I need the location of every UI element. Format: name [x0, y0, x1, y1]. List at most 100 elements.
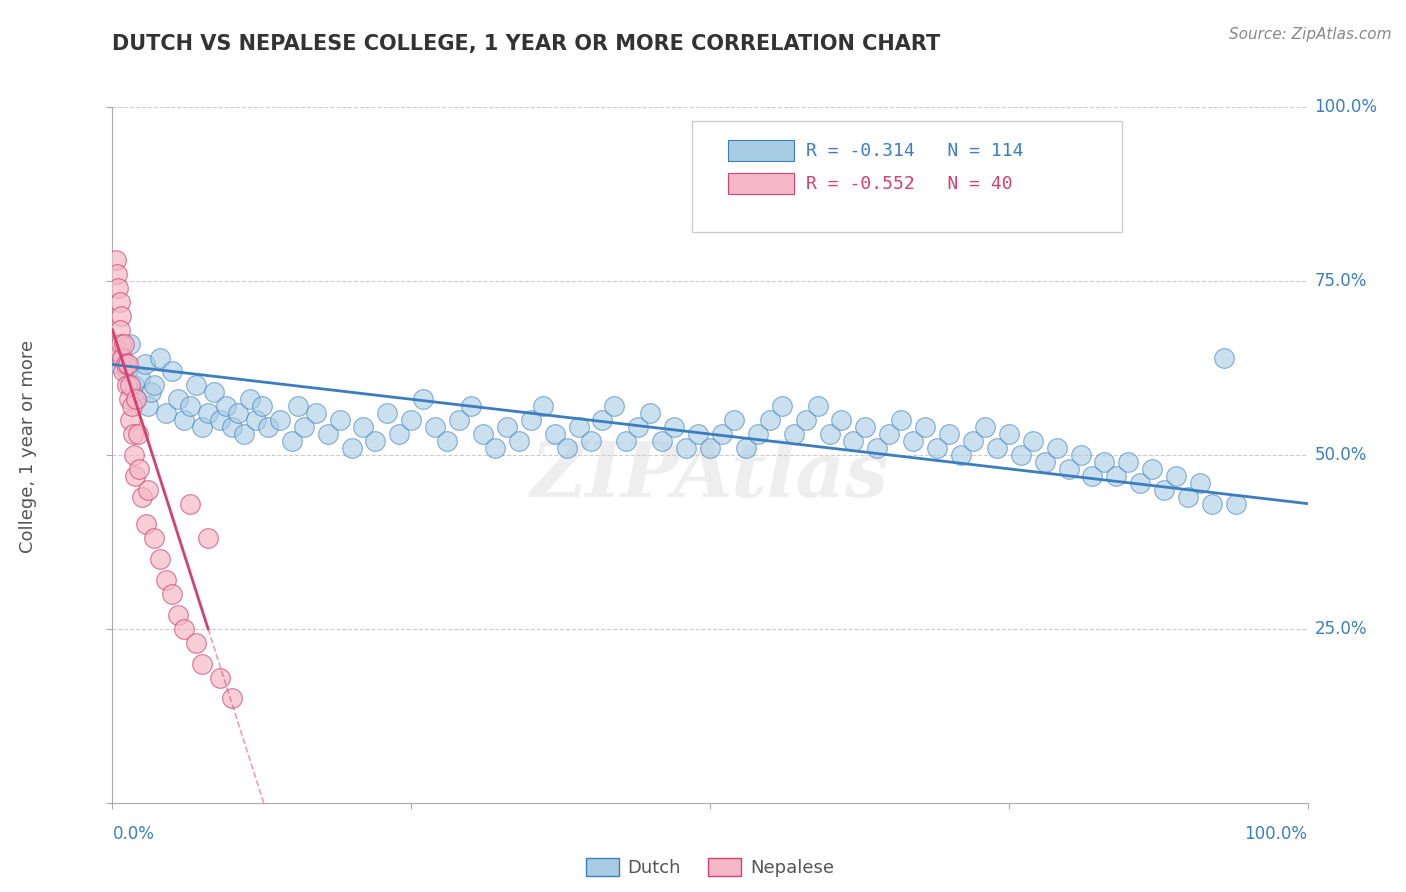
- Point: [139, 385, 162, 400]
- Text: DUTCH VS NEPALESE COLLEGE, 1 YEAR OR MORE CORRELATION CHART: DUTCH VS NEPALESE COLLEGE, 1 YEAR OR MOR…: [112, 34, 941, 54]
- Point: [191, 657, 214, 671]
- Point: [143, 378, 166, 392]
- Point: [866, 441, 889, 455]
- Point: [208, 413, 231, 427]
- Point: [108, 294, 131, 309]
- Point: [114, 336, 135, 351]
- Point: [143, 532, 166, 546]
- Point: [1164, 468, 1187, 483]
- Point: [1105, 468, 1128, 483]
- Point: [122, 378, 145, 392]
- Point: [162, 587, 183, 601]
- Point: [197, 532, 219, 546]
- Text: ZIPAtlas: ZIPAtlas: [531, 439, 889, 513]
- Point: [129, 371, 152, 385]
- Point: [107, 358, 129, 372]
- Point: [412, 392, 434, 407]
- Point: [149, 552, 172, 566]
- Point: [120, 336, 142, 351]
- Point: [111, 351, 134, 365]
- Point: [304, 406, 326, 420]
- Point: [186, 636, 208, 650]
- Point: [818, 427, 841, 442]
- Point: [1092, 455, 1115, 469]
- Point: [105, 267, 128, 281]
- Point: [186, 378, 208, 392]
- Point: [127, 427, 149, 442]
- Text: 50.0%: 50.0%: [1315, 446, 1367, 464]
- Point: [460, 399, 482, 413]
- Point: [531, 399, 554, 413]
- Point: [138, 399, 160, 413]
- Point: [925, 441, 948, 455]
- Point: [239, 392, 262, 407]
- Point: [962, 434, 984, 448]
- Legend: Dutch, Nepalese: Dutch, Nepalese: [579, 850, 841, 884]
- Point: [232, 427, 256, 442]
- Point: [125, 392, 148, 407]
- Point: [138, 483, 160, 497]
- Point: [903, 434, 925, 448]
- Point: [520, 413, 543, 427]
- Point: [877, 427, 900, 442]
- Point: [111, 351, 134, 365]
- Point: [699, 441, 721, 455]
- Point: [770, 399, 793, 413]
- Point: [112, 364, 135, 378]
- Point: [179, 399, 201, 413]
- Point: [120, 378, 142, 392]
- Bar: [728, 173, 793, 194]
- Point: [782, 427, 804, 442]
- Point: [215, 399, 238, 413]
- Point: [110, 309, 132, 323]
- Point: [627, 420, 650, 434]
- Point: [686, 427, 709, 442]
- Text: 25.0%: 25.0%: [1315, 620, 1367, 638]
- Point: [1069, 448, 1091, 462]
- Point: [107, 343, 129, 358]
- Point: [1116, 455, 1139, 469]
- Point: [508, 434, 530, 448]
- Text: R = -0.552   N = 40: R = -0.552 N = 40: [806, 175, 1012, 193]
- Point: [208, 671, 231, 685]
- Point: [1212, 351, 1236, 365]
- Point: [377, 406, 399, 420]
- Point: [245, 413, 267, 427]
- Point: [115, 364, 138, 378]
- Point: [842, 434, 865, 448]
- Point: [425, 420, 447, 434]
- Point: [830, 413, 852, 427]
- Point: [173, 413, 195, 427]
- Point: [131, 490, 153, 504]
- Text: Source: ZipAtlas.com: Source: ZipAtlas.com: [1229, 27, 1392, 42]
- Point: [117, 358, 139, 372]
- Point: [734, 441, 756, 455]
- Point: [986, 441, 1008, 455]
- Point: [853, 420, 877, 434]
- Point: [388, 427, 411, 442]
- Point: [202, 385, 225, 400]
- Point: [555, 441, 578, 455]
- Point: [122, 448, 145, 462]
- Point: [711, 427, 734, 442]
- Point: [401, 413, 423, 427]
- Point: [471, 427, 495, 442]
- Point: [134, 358, 156, 372]
- Point: [256, 420, 278, 434]
- Bar: [728, 140, 793, 161]
- Point: [794, 413, 817, 427]
- Point: [221, 691, 243, 706]
- Point: [149, 351, 172, 365]
- Point: [759, 413, 782, 427]
- Point: [155, 573, 177, 587]
- Point: [638, 406, 662, 420]
- Point: [484, 441, 506, 455]
- Point: [114, 358, 136, 372]
- FancyBboxPatch shape: [692, 121, 1122, 232]
- Point: [1201, 497, 1223, 511]
- Point: [340, 441, 363, 455]
- Point: [603, 399, 626, 413]
- Point: [1153, 483, 1175, 497]
- Point: [1225, 497, 1247, 511]
- Point: [118, 392, 141, 407]
